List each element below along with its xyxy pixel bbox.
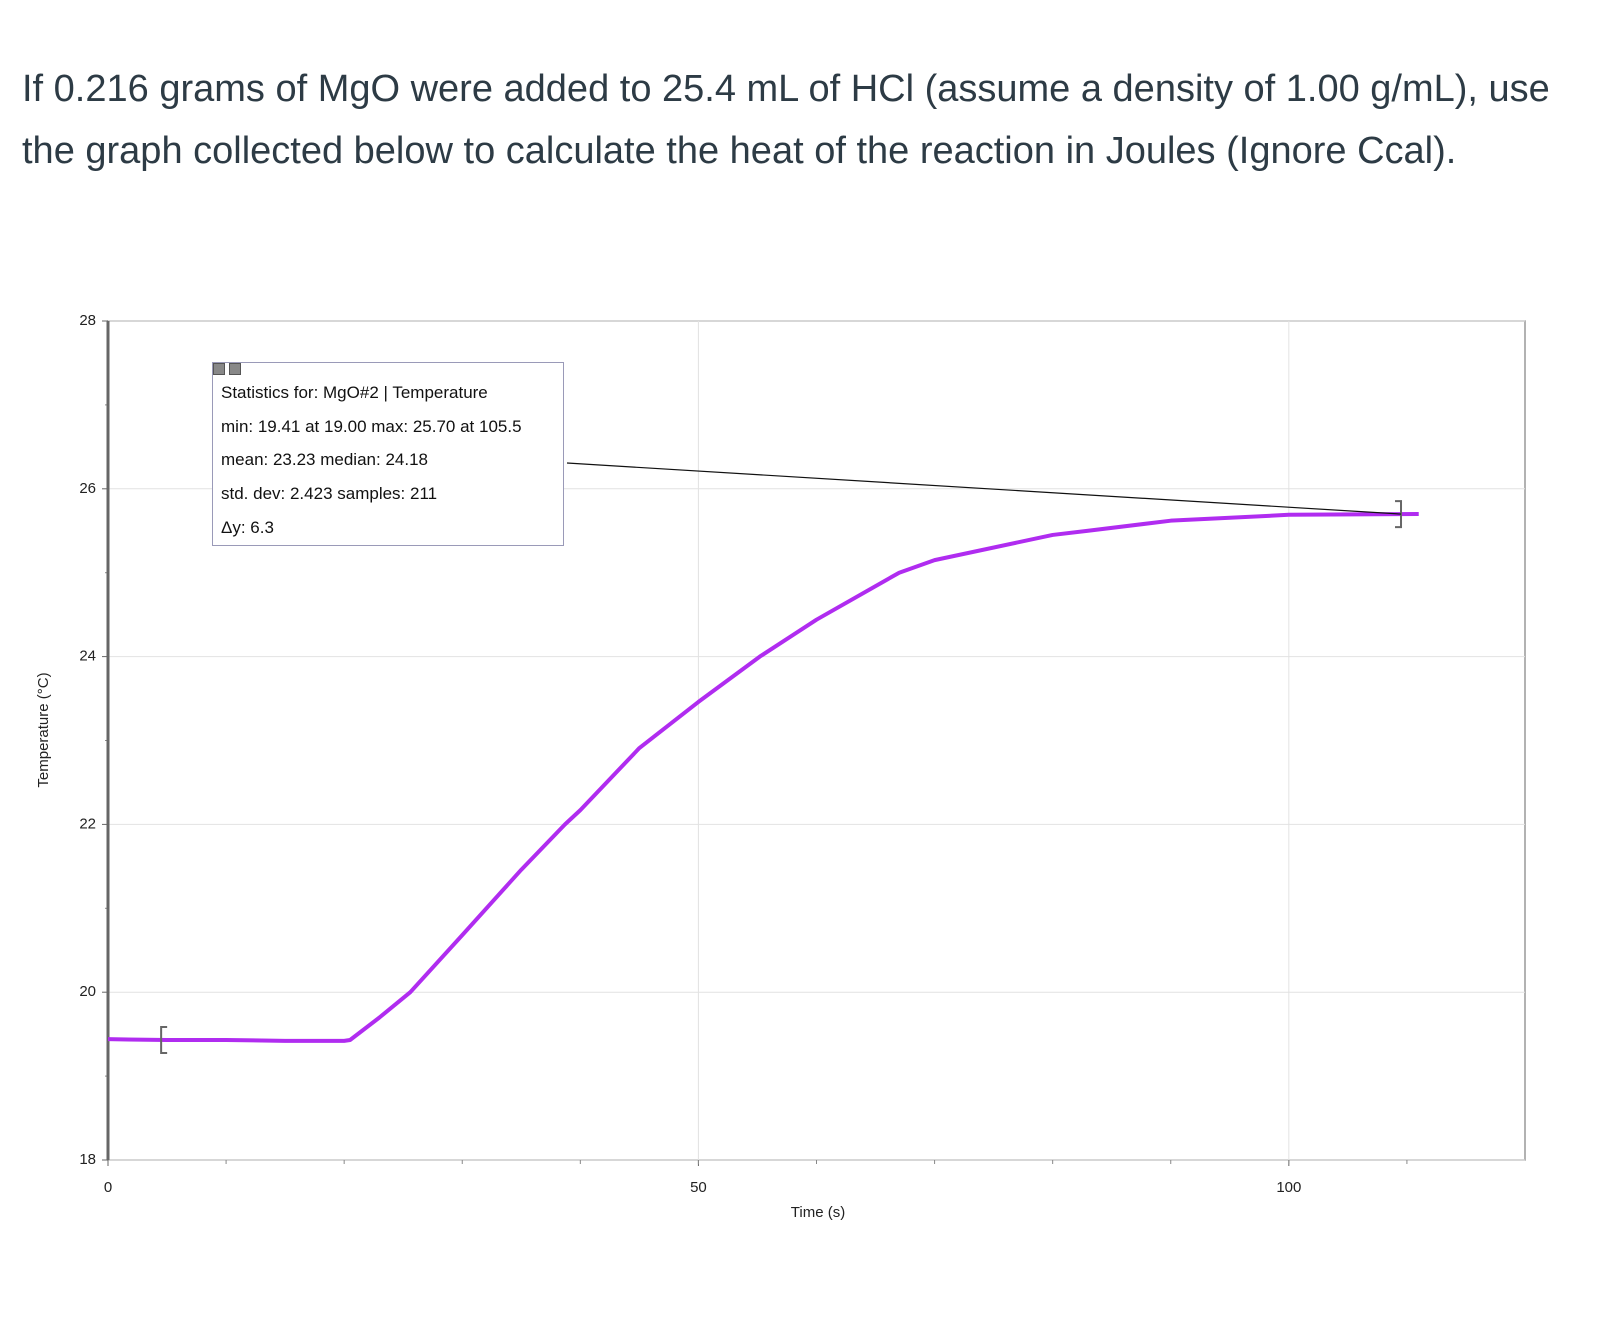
stats-line: min: 19.41 at 19.00 max: 25.70 at 105.5 bbox=[221, 416, 522, 436]
data-line bbox=[107, 511, 1419, 1043]
x-tick-label: 0 bbox=[104, 1179, 112, 1196]
stats-line: std. dev: 2.423 samples: 211 bbox=[221, 484, 438, 504]
question-text: If 0.216 grams of MgO were added to 25.4… bbox=[22, 68, 1550, 172]
callout-line bbox=[566, 462, 1402, 515]
x-tick-label: 100 bbox=[1276, 1179, 1301, 1196]
y-tick-label: 24 bbox=[79, 648, 96, 665]
y-tick-label: 20 bbox=[79, 983, 96, 1000]
y-axis-title: Temperature (°C) bbox=[35, 672, 52, 787]
minimize-button[interactable] bbox=[229, 363, 241, 375]
close-button[interactable] bbox=[213, 363, 225, 375]
y-tick-label: 18 bbox=[79, 1151, 96, 1168]
y-tick-label: 22 bbox=[79, 815, 96, 832]
stats-line: Statistics for: MgO#2 | Temperature bbox=[221, 383, 488, 402]
stats-box: Statistics for: MgO#2 | Temperature min: … bbox=[212, 362, 564, 546]
y-tick-label: 28 bbox=[79, 312, 96, 329]
stats-line: Δy: 6.3 bbox=[221, 517, 274, 537]
stats-line: mean: 23.23 median: 24.18 bbox=[221, 450, 428, 470]
x-axis-title: Time (s) bbox=[791, 1204, 845, 1221]
x-tick-label: 50 bbox=[690, 1179, 707, 1196]
y-tick-label: 26 bbox=[79, 480, 96, 497]
selection-bracket bbox=[160, 1025, 168, 1054]
